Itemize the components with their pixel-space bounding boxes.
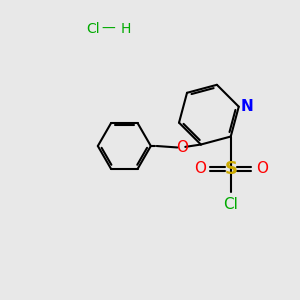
Text: —: — bbox=[101, 22, 115, 36]
Text: N: N bbox=[241, 99, 254, 114]
Text: O: O bbox=[256, 161, 268, 176]
Text: Cl: Cl bbox=[223, 197, 238, 212]
Text: Cl: Cl bbox=[86, 22, 100, 36]
Text: S: S bbox=[224, 160, 237, 178]
Text: H: H bbox=[121, 22, 131, 36]
Text: O: O bbox=[176, 140, 188, 155]
Text: O: O bbox=[194, 161, 206, 176]
